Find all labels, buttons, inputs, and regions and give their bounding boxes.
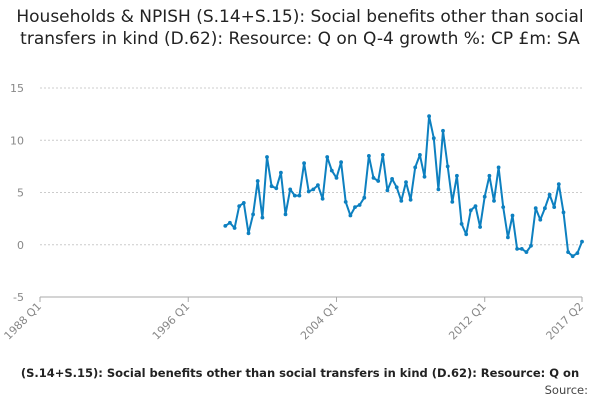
- data-point[interactable]: [311, 187, 316, 192]
- y-tick-label: 5: [17, 187, 24, 200]
- data-point[interactable]: [487, 173, 492, 178]
- data-point[interactable]: [459, 222, 464, 226]
- data-point[interactable]: [251, 212, 256, 217]
- x-tick-label: 2012 Q1: [446, 300, 489, 343]
- data-point[interactable]: [292, 193, 297, 198]
- data-point[interactable]: [246, 231, 251, 236]
- data-point[interactable]: [316, 183, 320, 188]
- data-point[interactable]: [325, 155, 330, 159]
- data-point[interactable]: [232, 226, 237, 230]
- x-tick-label: 2004 Q1: [298, 300, 341, 343]
- y-tick-label: -5: [13, 291, 24, 304]
- data-point[interactable]: [380, 153, 385, 157]
- data-point[interactable]: [418, 153, 422, 157]
- data-point[interactable]: [320, 196, 325, 201]
- data-point[interactable]: [529, 243, 533, 248]
- data-point[interactable]: [538, 217, 543, 222]
- data-point[interactable]: [464, 232, 469, 237]
- data-point[interactable]: [404, 180, 408, 185]
- data-point[interactable]: [478, 225, 482, 229]
- data-point[interactable]: [269, 184, 274, 189]
- data-point[interactable]: [260, 215, 265, 220]
- data-point[interactable]: [445, 164, 450, 169]
- x-tick-label: 1996 Q1: [150, 300, 193, 343]
- y-tick-label: 0: [17, 239, 24, 252]
- data-point[interactable]: [450, 200, 455, 204]
- data-point[interactable]: [427, 114, 431, 119]
- data-point[interactable]: [339, 160, 343, 165]
- data-point[interactable]: [473, 204, 478, 209]
- data-point[interactable]: [561, 210, 566, 215]
- data-point[interactable]: [223, 224, 228, 228]
- data-point[interactable]: [329, 168, 334, 173]
- data-point[interactable]: [501, 205, 506, 210]
- data-point[interactable]: [302, 161, 306, 166]
- data-point[interactable]: [385, 188, 390, 193]
- data-point[interactable]: [519, 247, 524, 251]
- data-point[interactable]: [441, 128, 445, 133]
- data-point[interactable]: [334, 176, 339, 180]
- data-point[interactable]: [306, 189, 311, 194]
- data-series: [223, 114, 584, 259]
- data-point[interactable]: [274, 186, 279, 191]
- y-tick-label: 15: [10, 82, 24, 95]
- data-point[interactable]: [413, 165, 418, 170]
- data-point[interactable]: [367, 154, 371, 158]
- data-point[interactable]: [362, 195, 367, 200]
- data-point[interactable]: [482, 194, 487, 199]
- data-point[interactable]: [228, 220, 232, 225]
- data-point[interactable]: [455, 173, 459, 178]
- data-point[interactable]: [436, 187, 441, 192]
- data-point[interactable]: [515, 247, 519, 251]
- data-point[interactable]: [575, 251, 580, 256]
- data-point[interactable]: [255, 179, 260, 183]
- data-point[interactable]: [390, 177, 394, 181]
- data-point[interactable]: [506, 235, 510, 240]
- legend-label: (S.14+S.15): Social benefits other than …: [20, 366, 580, 380]
- data-point[interactable]: [376, 179, 381, 183]
- data-point[interactable]: [496, 165, 501, 170]
- data-point[interactable]: [279, 170, 283, 175]
- data-point[interactable]: [265, 155, 269, 159]
- data-point[interactable]: [353, 205, 357, 210]
- data-point[interactable]: [552, 205, 557, 210]
- data-point[interactable]: [524, 250, 529, 255]
- data-point[interactable]: [556, 182, 561, 187]
- data-point[interactable]: [399, 199, 404, 203]
- chart-title: Households & NPISH (S.14+S.15): Social b…: [16, 7, 584, 49]
- x-axis: 1988 Q1 1996 Q1 2004 Q1 2012 Q1 2017 Q2: [2, 296, 587, 343]
- source-label: Source:: [544, 383, 588, 397]
- y-tick-label: 10: [10, 134, 24, 147]
- data-point[interactable]: [492, 199, 496, 203]
- y-axis-tick-labels: 15 10 5 0 -5: [10, 82, 24, 304]
- x-tick-label: 2017 Q2: [544, 300, 587, 343]
- data-point[interactable]: [348, 213, 353, 218]
- data-point[interactable]: [431, 136, 436, 141]
- data-point[interactable]: [297, 193, 302, 198]
- data-point[interactable]: [468, 208, 473, 213]
- data-point[interactable]: [288, 187, 293, 192]
- data-point[interactable]: [543, 206, 547, 211]
- data-point[interactable]: [371, 176, 376, 180]
- data-point[interactable]: [570, 254, 575, 259]
- data-point[interactable]: [566, 250, 570, 255]
- data-point[interactable]: [241, 201, 246, 205]
- series-line: [224, 115, 583, 258]
- data-point[interactable]: [422, 174, 427, 179]
- data-point[interactable]: [533, 206, 538, 211]
- data-point[interactable]: [283, 212, 288, 217]
- data-point[interactable]: [394, 185, 399, 190]
- data-point[interactable]: [237, 204, 242, 209]
- data-point[interactable]: [408, 197, 413, 202]
- data-point[interactable]: [357, 203, 362, 207]
- data-point[interactable]: [547, 192, 552, 197]
- data-point[interactable]: [580, 239, 584, 244]
- data-point[interactable]: [343, 200, 348, 204]
- legend: (S.14+S.15): Social benefits other than …: [0, 366, 600, 380]
- x-tick-label: 1988 Q1: [2, 300, 45, 343]
- data-point[interactable]: [510, 213, 515, 218]
